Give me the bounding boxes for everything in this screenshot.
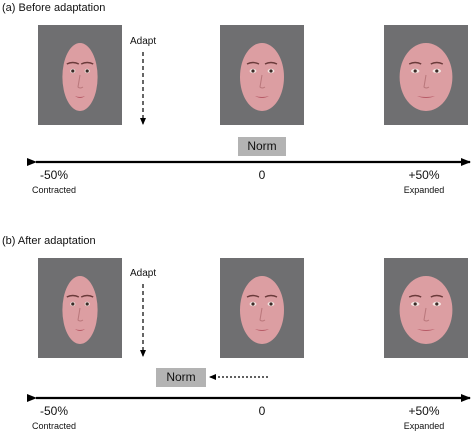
norm-box-a: Norm bbox=[238, 137, 286, 156]
pupil-left bbox=[413, 302, 417, 306]
pupil-left bbox=[251, 69, 255, 73]
brow-left bbox=[246, 61, 260, 65]
nose bbox=[423, 74, 430, 89]
face-photo-norm-b bbox=[220, 258, 304, 358]
pupil-left bbox=[71, 302, 75, 306]
face-photo-contracted-a bbox=[38, 25, 122, 125]
brow-left bbox=[408, 61, 422, 65]
pupil-right bbox=[85, 302, 89, 306]
brow-right bbox=[430, 294, 444, 298]
tick-plus50-b: +50% bbox=[408, 404, 440, 418]
mouth bbox=[417, 329, 435, 331]
pupil-right bbox=[435, 302, 439, 306]
brow-right bbox=[80, 61, 94, 65]
tick-minus50-b: -50% bbox=[39, 404, 68, 418]
face-photo-norm-a bbox=[220, 25, 304, 125]
pupil-right bbox=[435, 69, 439, 73]
brow-left bbox=[408, 294, 422, 298]
norm-box-b: Norm bbox=[156, 368, 206, 387]
brow-left bbox=[66, 294, 80, 298]
mouth bbox=[255, 329, 269, 331]
tick-expanded-a: Expanded bbox=[403, 185, 445, 195]
mouth bbox=[75, 96, 85, 98]
nose bbox=[423, 307, 430, 322]
tick-zero-a: 0 bbox=[258, 168, 266, 182]
mouth bbox=[255, 96, 269, 98]
pupil-right bbox=[85, 69, 89, 73]
pupil-left bbox=[251, 302, 255, 306]
panel-a-label: (a) Before adaptation bbox=[2, 2, 106, 14]
brow-right bbox=[80, 294, 94, 298]
nose bbox=[77, 307, 84, 322]
tick-plus50-a: +50% bbox=[408, 168, 440, 182]
panel-b-label: (b) After adaptation bbox=[2, 235, 96, 247]
pupil-left bbox=[413, 69, 417, 73]
brow-right bbox=[264, 294, 278, 298]
brow-right bbox=[264, 61, 278, 65]
face-photo-expanded-a bbox=[384, 25, 468, 125]
tick-expanded-b: Expanded bbox=[403, 421, 445, 431]
face-photo-contracted-b bbox=[38, 258, 122, 358]
adapt-label-a: Adapt bbox=[130, 36, 157, 47]
nose bbox=[77, 74, 84, 89]
adapt-label-b: Adapt bbox=[130, 268, 157, 279]
tick-contracted-b: Contracted bbox=[31, 421, 77, 431]
mouth bbox=[75, 329, 85, 331]
nose bbox=[259, 74, 266, 89]
pupil-right bbox=[269, 302, 273, 306]
tick-zero-b: 0 bbox=[258, 404, 266, 418]
brow-left bbox=[246, 294, 260, 298]
pupil-right bbox=[269, 69, 273, 73]
brow-left bbox=[66, 61, 80, 65]
pupil-left bbox=[71, 69, 75, 73]
tick-minus50-a: -50% bbox=[39, 168, 68, 182]
brow-right bbox=[430, 61, 444, 65]
nose bbox=[259, 307, 266, 322]
mouth bbox=[417, 96, 435, 98]
face-photo-expanded-b bbox=[384, 258, 468, 358]
tick-contracted-a: Contracted bbox=[31, 185, 77, 195]
